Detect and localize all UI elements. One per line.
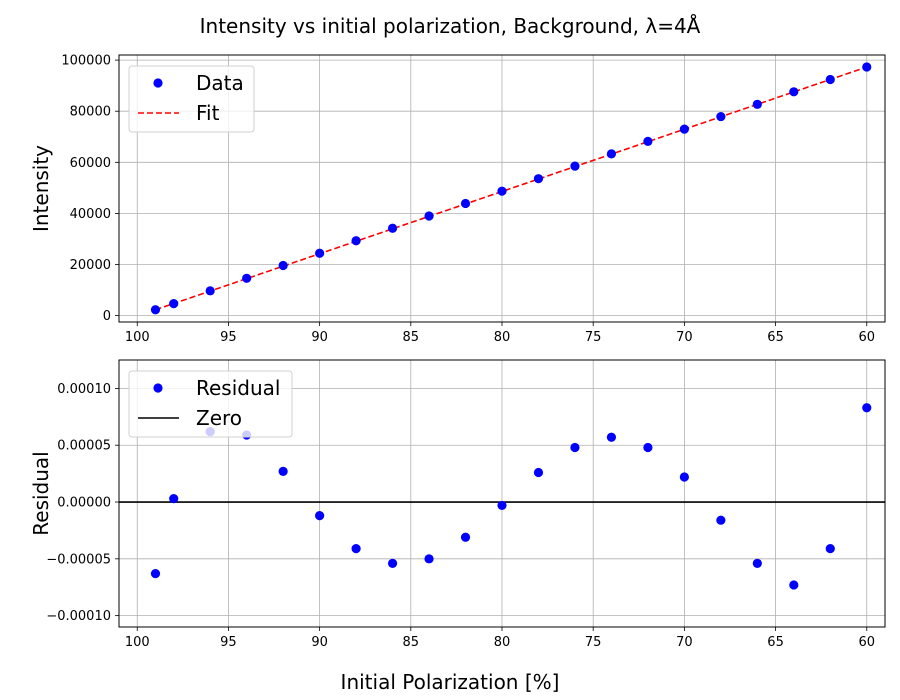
residual-point: [570, 442, 580, 453]
residual-point: [752, 558, 762, 568]
x-tick-label: 65: [767, 635, 784, 650]
y-tick-label: 0.00005: [57, 439, 111, 454]
data-point: [278, 260, 288, 271]
residual-point: [716, 515, 726, 525]
data-point: [752, 99, 762, 109]
residual-point: [533, 467, 544, 478]
x-tick-label: 85: [403, 330, 420, 345]
data-point: [606, 149, 617, 159]
y-tick-label: 60000: [70, 156, 111, 171]
data-point: [351, 236, 361, 246]
residual-point: [169, 494, 179, 504]
data-point: [150, 305, 161, 315]
residual-point: [862, 403, 872, 413]
y-tick-label: 100000: [61, 54, 111, 69]
plot-frame: [118, 54, 886, 323]
data-point: [169, 299, 179, 309]
y-tick-label: −0.00005: [46, 552, 111, 567]
fit-line: [155, 66, 868, 311]
legend-label: Residual: [196, 376, 280, 400]
data-point: [679, 124, 689, 134]
residual-point: [789, 580, 799, 590]
residual-point: [606, 432, 617, 442]
y-tick-label: 40000: [70, 207, 111, 222]
x-tick-label: 85: [403, 635, 420, 650]
x-tick-label: 90: [311, 330, 328, 345]
x-tick-label: 95: [220, 330, 237, 345]
x-tick-label: 100: [125, 330, 150, 345]
data-point: [825, 74, 835, 85]
y-axis-label: Intensity: [29, 145, 53, 232]
data-point: [789, 87, 799, 97]
residual-point: [497, 500, 507, 511]
legend-marker-points: [153, 383, 163, 393]
legend-box: [128, 370, 293, 438]
intensity-panel: 100 95 90 85 80 75 70 65 60 0 20000 40000 60000 80000…: [29, 54, 886, 345]
residual-panel: 100 95 90 85 80 75 70 65 60 −0.00010 −0.00005 0.000…: [29, 359, 886, 650]
x-tick-label: 60: [858, 635, 875, 650]
data-point: [460, 198, 471, 209]
residual-point: [424, 554, 434, 564]
x-tick-label: 70: [676, 635, 693, 650]
x-tick-label: 80: [494, 330, 511, 345]
residual-point: [643, 442, 653, 453]
x-tick-label: 75: [585, 635, 602, 650]
y-tick-label: 0.00000: [57, 496, 111, 511]
data-point: [315, 248, 325, 258]
x-tick-label: 80: [494, 635, 511, 650]
x-tick-label: 75: [585, 330, 602, 345]
y-tick-label: 20000: [70, 258, 111, 273]
x-tick-label: 100: [125, 635, 150, 650]
residual-point: [387, 558, 398, 568]
data-point: [242, 273, 252, 283]
y-tick-label: 0.00010: [57, 382, 111, 397]
y-tick-label: 0: [103, 309, 111, 324]
legend: Residual Zero: [128, 370, 293, 438]
x-tick-label: 70: [676, 330, 693, 345]
residual-point: [825, 544, 835, 554]
x-tick-label: 65: [767, 330, 784, 345]
data-point: [716, 111, 726, 122]
shared-x-axis-label: Initial Polarization [%]: [341, 670, 560, 694]
plot-frame: [118, 359, 886, 628]
residual-point: [278, 466, 288, 476]
y-tick-label: −0.00010: [46, 609, 111, 624]
x-tick-label: 95: [220, 635, 237, 650]
residual-point: [315, 511, 325, 521]
data-point: [387, 223, 398, 233]
residual-point: [351, 544, 361, 554]
legend-marker-points: [153, 78, 163, 88]
legend-label: Data: [196, 71, 244, 95]
y-tick-label: 80000: [70, 105, 111, 120]
x-tick-label: 90: [311, 635, 328, 650]
data-point: [862, 62, 872, 72]
y-axis-label: Residual: [29, 451, 53, 535]
residual-point: [460, 532, 471, 542]
data-point: [643, 136, 653, 146]
legend-label: Fit: [196, 101, 220, 125]
legend: Data Fit: [128, 65, 255, 133]
data-point: [424, 211, 434, 221]
data-point: [570, 161, 580, 171]
legend-label: Zero: [196, 406, 242, 430]
data-point: [205, 286, 215, 296]
data-point: [533, 174, 544, 184]
residual-point: [679, 472, 689, 482]
data-point: [497, 186, 507, 196]
residual-point: [150, 569, 161, 579]
x-tick-label: 60: [858, 330, 875, 345]
figure-title: Intensity vs initial polarization, Backg…: [200, 14, 701, 38]
